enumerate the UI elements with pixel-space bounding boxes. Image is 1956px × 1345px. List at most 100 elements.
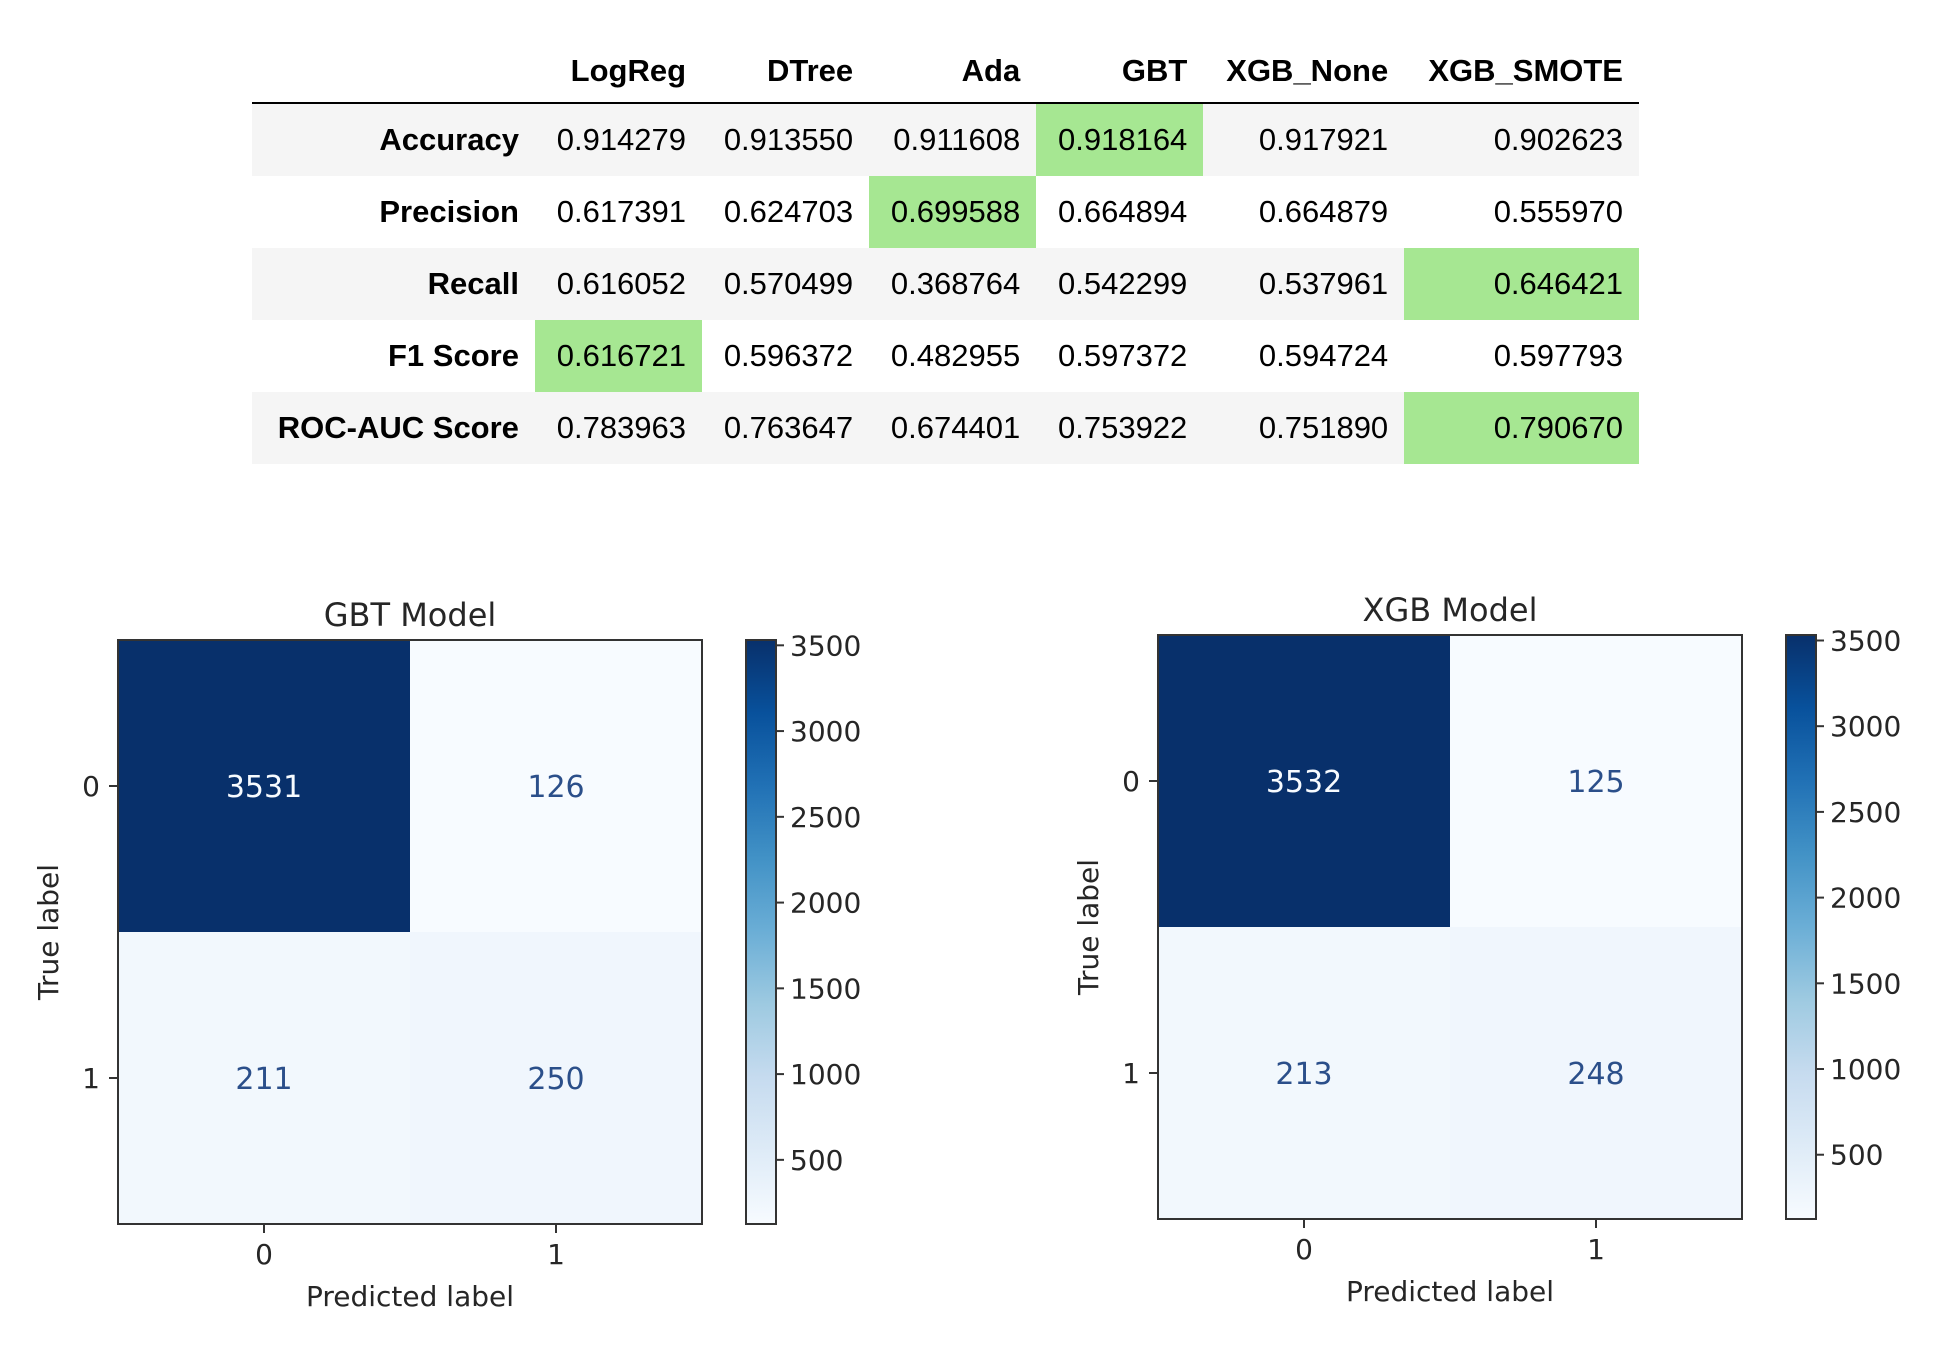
table-cell: 0.753922 <box>1058 410 1188 445</box>
table-cell: 0.913550 <box>723 122 854 157</box>
matrix-frame <box>1157 634 1743 1220</box>
table-cell: 0.911608 <box>893 122 1021 157</box>
column-header: DTree <box>702 40 870 104</box>
y-tick-label: 0 <box>1122 765 1140 798</box>
table-cell: 0.751890 <box>1258 410 1389 445</box>
table-cell: 0.699588 <box>869 176 1037 248</box>
colorbar-tick-label: 3500 <box>790 629 861 662</box>
matrix-cell <box>118 932 410 1224</box>
table-cell: 0.570499 <box>723 266 854 301</box>
x-axis-label: Predicted label <box>306 1280 514 1313</box>
table-cell: 0.914279 <box>556 122 687 157</box>
metrics-table-header: LogReg DTree Ada GBT XGB_None XGB_SMOTE <box>252 40 1639 104</box>
matrix-cell <box>1158 635 1450 927</box>
cell-value-label: 211 <box>235 1062 292 1097</box>
y-tick-label: 1 <box>1122 1057 1140 1090</box>
table-cell: 0.597372 <box>1058 338 1188 373</box>
chart-title: GBT Model <box>324 596 497 634</box>
chart-title: XGB Model <box>1363 591 1538 629</box>
table-cell: 0.674401 <box>890 410 1021 445</box>
table-cell: 0.617391 <box>556 194 687 229</box>
xgb-confusion-matrix-svg: XGB Model 3532 125 213 248 0 1 0 1 Predicted labe… <box>1072 591 1901 1308</box>
colorbar-tick-label: 500 <box>790 1144 843 1177</box>
matrix-cell <box>410 932 702 1224</box>
table-cell: 0.616052 <box>556 266 687 301</box>
table-row: Accuracy 0.914279 0.913550 0.911608 0.91… <box>252 103 1639 176</box>
table-cell: 0.542299 <box>1058 266 1188 301</box>
table-cell: 0.783963 <box>556 410 687 445</box>
row-label: Recall <box>427 266 519 301</box>
row-label: Accuracy <box>379 122 519 157</box>
column-header: LogReg <box>534 40 703 104</box>
colorbar-tick-label: 1000 <box>790 1058 861 1091</box>
metrics-table: LogReg DTree Ada GBT XGB_None XGB_SMOTE … <box>252 40 1639 464</box>
x-tick-label: 1 <box>1587 1233 1605 1266</box>
x-tick-label: 1 <box>547 1238 565 1271</box>
cell-value-label: 125 <box>1567 765 1624 800</box>
colorbar <box>1785 634 1817 1220</box>
colorbar-tick-label: 2500 <box>1830 796 1901 829</box>
table-cell: 0.555970 <box>1493 194 1623 229</box>
colorbar-tick-label: 1500 <box>790 972 861 1005</box>
matrix-cell <box>1450 635 1742 927</box>
colorbar-tick-label: 1500 <box>1830 967 1901 1000</box>
cell-value-label: 126 <box>527 770 584 805</box>
y-tick-label: 0 <box>82 770 100 803</box>
table-row: ROC-AUC Score 0.783963 0.763647 0.674401… <box>252 392 1639 464</box>
table-cell: 0.790670 <box>1404 392 1639 464</box>
y-tick-label: 1 <box>82 1062 100 1095</box>
row-label: Precision <box>379 194 519 229</box>
cell-value-label: 250 <box>527 1062 584 1097</box>
colorbar-tick-label: 2000 <box>790 887 861 920</box>
colorbar-tick-label: 2500 <box>790 801 861 834</box>
colorbar-tick-label: 3000 <box>790 715 861 748</box>
metrics-table-body: Accuracy 0.914279 0.913550 0.911608 0.91… <box>252 103 1639 464</box>
table-row: Precision 0.617391 0.624703 0.699588 0.6… <box>252 176 1639 248</box>
table-cell: 0.596372 <box>723 338 854 373</box>
gbt-confusion-matrix: GBT Model 3531 126 211 250 0 1 0 1 Predicted labe… <box>0 560 980 1340</box>
table-cell: 0.763647 <box>723 410 854 445</box>
cell-value-label: 248 <box>1567 1057 1624 1092</box>
xgb-confusion-matrix: XGB Model 3532 125 213 248 0 1 0 1 Predicted labe… <box>1040 555 1956 1335</box>
x-tick-label: 0 <box>1295 1233 1313 1266</box>
table-cell: 0.902623 <box>1493 122 1623 157</box>
table-cell: 0.597793 <box>1493 338 1623 373</box>
header-row: LogReg DTree Ada GBT XGB_None XGB_SMOTE <box>252 40 1639 104</box>
row-label: ROC-AUC Score <box>277 410 519 445</box>
row-label: F1 Score <box>387 338 519 373</box>
matrix-frame <box>117 639 703 1225</box>
table-row: Recall 0.616052 0.570499 0.368764 0.5422… <box>252 248 1639 320</box>
table-cell: 0.594724 <box>1258 338 1389 373</box>
cell-value-label: 3532 <box>1266 765 1342 800</box>
matrix-cell <box>1158 927 1450 1219</box>
colorbar-tick-label: 3500 <box>1830 624 1901 657</box>
column-header: XGB_None <box>1203 40 1405 104</box>
table-cell: 0.624703 <box>723 194 854 229</box>
matrix-cell <box>1450 927 1742 1219</box>
cell-value-label: 3531 <box>226 770 302 805</box>
y-axis-label: True label <box>32 864 65 1001</box>
colorbar-tick-label: 1000 <box>1830 1053 1901 1086</box>
matrix-cell <box>410 640 702 932</box>
matrix-cell <box>118 640 410 932</box>
x-axis-label: Predicted label <box>1346 1275 1554 1308</box>
table-cell: 0.646421 <box>1404 248 1639 320</box>
column-header: XGB_SMOTE <box>1404 40 1639 104</box>
colorbar-tick-label: 3000 <box>1830 710 1901 743</box>
column-header: GBT <box>1036 40 1204 104</box>
column-header: Ada <box>869 40 1037 104</box>
x-tick-label: 0 <box>255 1238 273 1271</box>
colorbar <box>745 639 777 1225</box>
table-cell: 0.664894 <box>1058 194 1188 229</box>
table-cell: 0.917921 <box>1258 122 1389 157</box>
table-cell: 0.616721 <box>534 320 703 392</box>
table-cell: 0.368764 <box>890 266 1021 301</box>
colorbar-tick-label: 500 <box>1830 1139 1883 1172</box>
table-cell: 0.918164 <box>1036 103 1204 176</box>
table-cell: 0.664879 <box>1258 194 1389 229</box>
table-row: F1 Score 0.616721 0.596372 0.482955 0.59… <box>252 320 1639 392</box>
cell-value-label: 213 <box>1275 1057 1332 1092</box>
table-cell: 0.537961 <box>1258 266 1389 301</box>
y-axis-label: True label <box>1072 859 1105 996</box>
